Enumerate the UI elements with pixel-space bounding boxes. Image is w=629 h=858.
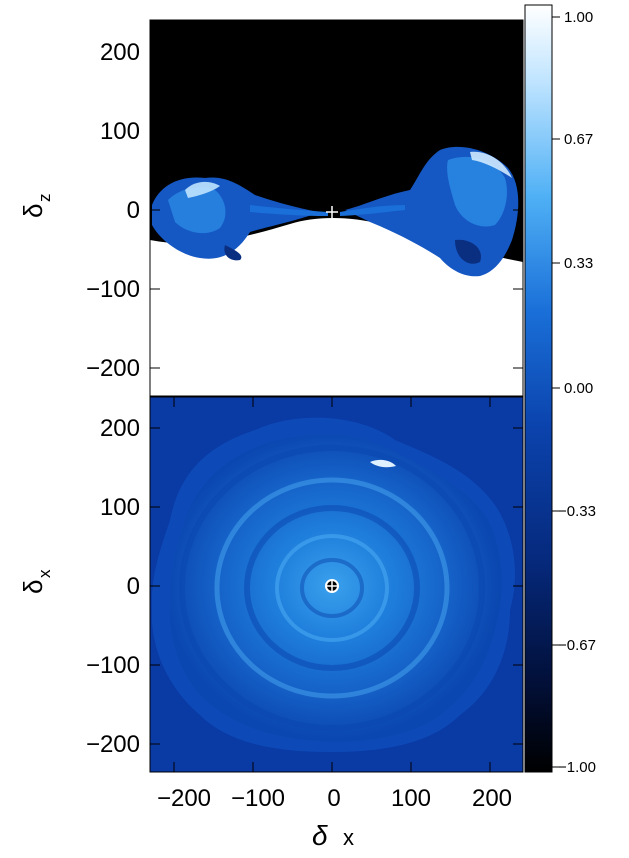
- top-ytick-label: 0: [127, 197, 140, 224]
- colorbar-tick-label: 0.33: [564, 255, 593, 272]
- bottom-panel-image: [150, 397, 523, 772]
- top-ytick-label: 200: [100, 39, 140, 66]
- bottom-ylabel-greek: δ: [18, 580, 48, 594]
- xlabel-text: x: [343, 825, 354, 850]
- top-ytick-label: −200: [86, 355, 140, 382]
- top-ylabel-sub: z: [35, 194, 54, 203]
- bottom-panel-frame: [149, 396, 524, 773]
- colorbar-tick-label: 0.67: [564, 131, 593, 148]
- xlabel-greek: δ: [312, 820, 328, 851]
- top-panel-frame: [149, 19, 524, 397]
- bottom-ylabel-sub: x: [35, 569, 54, 578]
- colorbar-tick-label: −1.00: [558, 759, 596, 776]
- top-panel-image: [150, 20, 523, 396]
- xtick-label: 0: [327, 785, 340, 812]
- xtick-label: 100: [391, 785, 431, 812]
- center-marker-bottom: [327, 581, 337, 591]
- colorbar-tick-label: 0.00: [564, 380, 593, 397]
- bottom-ytick-label: 100: [100, 494, 140, 521]
- colorbar-tick-label: −0.33: [558, 503, 596, 520]
- bottom-ytick-label: 200: [100, 415, 140, 442]
- bottom-y-axis: [150, 427, 523, 745]
- xtick-label: 200: [472, 785, 512, 812]
- top-ytick-label: −100: [86, 276, 140, 303]
- top-ylabel-greek: δ: [18, 204, 48, 218]
- colorbar-tick-label: 1.00: [564, 9, 593, 26]
- xtick-label: −100: [231, 785, 285, 812]
- colorbar-ticks: [552, 16, 560, 768]
- xtick-label: −200: [157, 785, 211, 812]
- colorbar: [524, 4, 553, 773]
- top-y-axis: [150, 51, 523, 369]
- bottom-x-axis: [173, 397, 491, 772]
- colorbar-tick-label: −0.67: [558, 637, 596, 654]
- center-marker-top: [326, 206, 338, 218]
- bottom-ytick-label: 0: [127, 573, 140, 600]
- top-ytick-label: 100: [100, 118, 140, 145]
- bottom-ytick-label: −100: [86, 652, 140, 679]
- bottom-ytick-label: −200: [86, 731, 140, 758]
